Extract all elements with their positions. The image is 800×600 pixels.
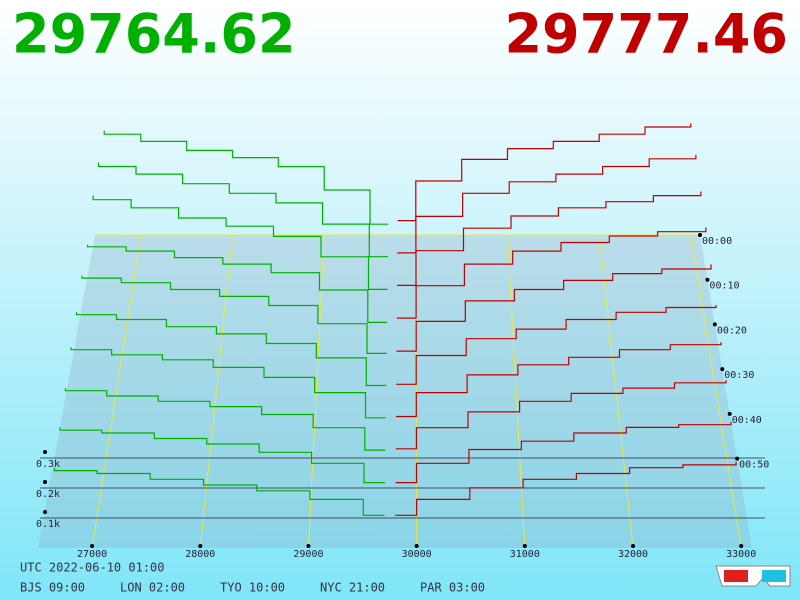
- glasses-icon: [715, 565, 791, 587]
- floor: [38, 235, 752, 548]
- ask-curve: [396, 227, 707, 319]
- time-tick: [727, 411, 732, 416]
- bid-curve: [64, 388, 386, 451]
- ask-price: 29777.46: [504, 3, 788, 66]
- x-tick-label: 33000: [726, 549, 756, 560]
- time-tick-label: 00:50: [739, 460, 769, 471]
- ask-curve: [397, 191, 702, 286]
- x-tick-label: 30000: [402, 549, 432, 560]
- bid-curve: [70, 347, 386, 419]
- time-tick: [698, 233, 702, 237]
- x-tick-label: 27000: [77, 549, 107, 560]
- y-tick-label: 0.2k: [36, 489, 60, 500]
- x-tick-label: 32000: [618, 549, 648, 560]
- bid-curve: [87, 244, 388, 323]
- time-tick-label: 00:20: [717, 325, 747, 336]
- ask-curve: [395, 421, 732, 484]
- time-tick-label: 00:40: [732, 415, 762, 426]
- bid-curve: [103, 130, 389, 225]
- bid-curve: [59, 427, 385, 484]
- bid-curve: [98, 162, 388, 258]
- footer-zone: BJS 09:00: [20, 581, 85, 595]
- time-tick: [705, 277, 710, 282]
- time-tick-label: 00:10: [709, 281, 739, 292]
- time-tick: [712, 322, 717, 327]
- ask-curve: [395, 380, 727, 450]
- time-tick: [735, 456, 740, 461]
- grid-line: [307, 234, 325, 549]
- time-tick-label: 00:30: [724, 370, 754, 381]
- ask-curve: [395, 462, 737, 516]
- x-tick-label: 31000: [510, 549, 540, 560]
- x-tick: [306, 544, 311, 548]
- time-tick-label: 00:00: [702, 236, 732, 247]
- x-tick: [414, 544, 419, 548]
- y-tick: [43, 450, 47, 454]
- x-tick: [198, 544, 203, 548]
- grid-line: [507, 234, 526, 549]
- footer-utc: UTC 2022-06-10 01:00: [20, 561, 165, 575]
- bid-curve: [81, 275, 387, 354]
- y-tick-label: 0.3k: [36, 459, 60, 470]
- ask-curve: [396, 342, 722, 418]
- footer-zone: TYO 10:00: [220, 581, 285, 595]
- footer-zone: LON 02:00: [120, 581, 185, 595]
- grid-line: [598, 234, 634, 549]
- y-tick: [43, 510, 47, 514]
- y-tick-label: 0.1k: [36, 519, 60, 530]
- ask-curve: [397, 123, 692, 222]
- ask-curve: [396, 305, 717, 385]
- footer-zone: PAR 03:00: [420, 581, 485, 595]
- x-tick: [739, 544, 744, 548]
- x-tick: [631, 544, 635, 548]
- x-tick-label: 28000: [185, 549, 215, 560]
- x-tick: [90, 544, 95, 548]
- grid-line: [91, 234, 142, 549]
- bid-price: 29764.62: [12, 3, 296, 66]
- grid-line: [199, 234, 233, 549]
- grid-line: [690, 234, 742, 549]
- ask-curve: [396, 264, 712, 352]
- ask-curve: [397, 154, 697, 254]
- bid-curve: [92, 195, 388, 290]
- x-tick: [522, 544, 527, 548]
- footer-zone: NYC 21:00: [320, 581, 385, 595]
- x-tick-label: 29000: [293, 549, 323, 560]
- bid-curve: [75, 312, 387, 387]
- time-tick: [720, 367, 725, 372]
- y-tick: [43, 480, 47, 484]
- bid-curve: [53, 467, 385, 516]
